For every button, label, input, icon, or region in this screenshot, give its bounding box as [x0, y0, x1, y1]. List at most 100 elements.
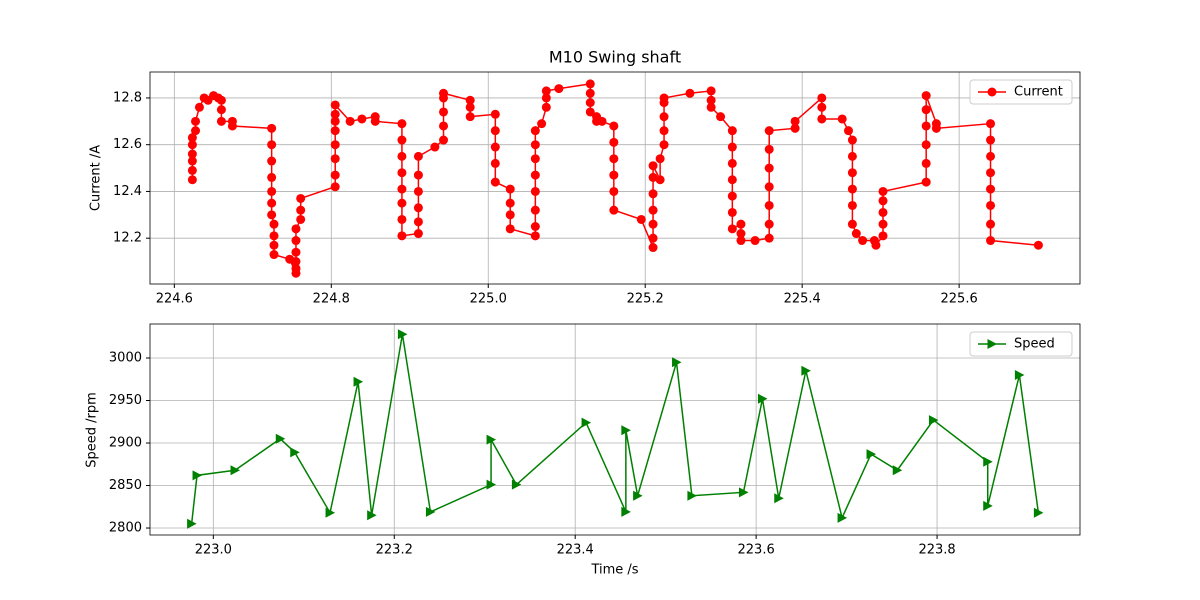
- marker: [465, 112, 475, 122]
- marker: [227, 121, 237, 131]
- marker: [397, 168, 407, 178]
- marker: [727, 175, 737, 185]
- x-tick-label: 225.0: [470, 292, 507, 307]
- marker: [267, 172, 277, 182]
- marker: [847, 184, 857, 194]
- marker: [216, 116, 226, 126]
- marker: [187, 149, 197, 159]
- marker: [367, 510, 377, 521]
- x-tick-label: 223.0: [195, 543, 232, 558]
- marker: [490, 177, 500, 187]
- marker: [330, 126, 340, 136]
- marker: [330, 154, 340, 164]
- marker: [291, 257, 301, 267]
- marker: [847, 168, 857, 178]
- y-tick-label: 2800: [109, 521, 142, 536]
- marker: [397, 198, 407, 208]
- marker: [530, 170, 540, 180]
- x-tick-label: 223.6: [738, 543, 775, 558]
- marker: [291, 264, 301, 274]
- marker: [621, 506, 631, 517]
- marker: [659, 93, 669, 103]
- marker: [648, 161, 658, 171]
- marker: [187, 518, 197, 529]
- marker: [530, 231, 540, 241]
- marker: [439, 121, 449, 131]
- marker: [648, 243, 658, 253]
- y-tick-label: 12.2: [113, 231, 142, 246]
- marker: [296, 205, 306, 215]
- marker: [465, 95, 475, 105]
- marker: [187, 156, 197, 166]
- marker: [490, 126, 500, 136]
- x-tick-label: 223.2: [376, 543, 413, 558]
- axes-frame: [149, 323, 1081, 536]
- marker: [764, 144, 774, 154]
- marker: [986, 168, 996, 178]
- marker: [878, 231, 888, 241]
- marker: [858, 236, 868, 246]
- marker: [706, 102, 716, 112]
- y-tick-label: 2950: [109, 393, 142, 408]
- marker: [267, 210, 277, 220]
- marker: [727, 142, 737, 152]
- marker: [851, 229, 861, 239]
- marker: [530, 186, 540, 196]
- marker: [878, 196, 888, 206]
- marker: [330, 182, 340, 192]
- marker: [425, 506, 436, 517]
- marker: [764, 163, 774, 173]
- marker: [486, 434, 497, 445]
- marker: [330, 140, 340, 150]
- marker: [727, 126, 737, 136]
- marker: [757, 393, 768, 404]
- marker: [928, 415, 939, 426]
- marker: [847, 219, 857, 229]
- x-tick-label: 224.8: [313, 292, 350, 307]
- x-tick-label: 223.8: [918, 543, 955, 558]
- marker: [511, 479, 522, 490]
- y-axis-label: Current /A: [89, 145, 104, 211]
- marker: [191, 116, 201, 126]
- y-tick-label: 2850: [109, 478, 142, 493]
- marker: [764, 126, 774, 136]
- marker: [655, 175, 665, 185]
- marker: [847, 135, 857, 145]
- legend-label: Speed: [1014, 337, 1055, 352]
- marker: [790, 123, 800, 133]
- marker: [878, 219, 888, 229]
- marker: [648, 189, 658, 199]
- marker: [216, 105, 226, 115]
- marker: [413, 217, 423, 227]
- marker: [817, 114, 827, 124]
- marker: [921, 91, 931, 101]
- marker: [439, 88, 449, 98]
- marker: [986, 135, 996, 145]
- marker: [267, 186, 277, 196]
- marker: [801, 365, 811, 376]
- marker: [706, 95, 716, 105]
- marker: [370, 116, 380, 126]
- marker: [230, 465, 241, 476]
- y-tick-label: 12.8: [113, 90, 142, 105]
- marker: [790, 116, 800, 126]
- chart-title: M10 Swing shaft: [549, 48, 681, 67]
- marker: [878, 186, 888, 196]
- marker: [659, 126, 669, 136]
- legend-label: Current: [1014, 85, 1063, 100]
- marker: [187, 165, 197, 175]
- marker: [530, 222, 540, 232]
- marker: [505, 210, 515, 220]
- legend-marker: [987, 87, 997, 97]
- marker: [648, 205, 658, 215]
- marker: [986, 219, 996, 229]
- marker: [609, 154, 619, 164]
- marker: [413, 186, 423, 196]
- marker: [727, 191, 737, 201]
- marker: [530, 154, 540, 164]
- marker: [986, 119, 996, 129]
- marker: [269, 250, 279, 260]
- marker: [764, 182, 774, 192]
- marker: [397, 184, 407, 194]
- marker: [269, 219, 279, 229]
